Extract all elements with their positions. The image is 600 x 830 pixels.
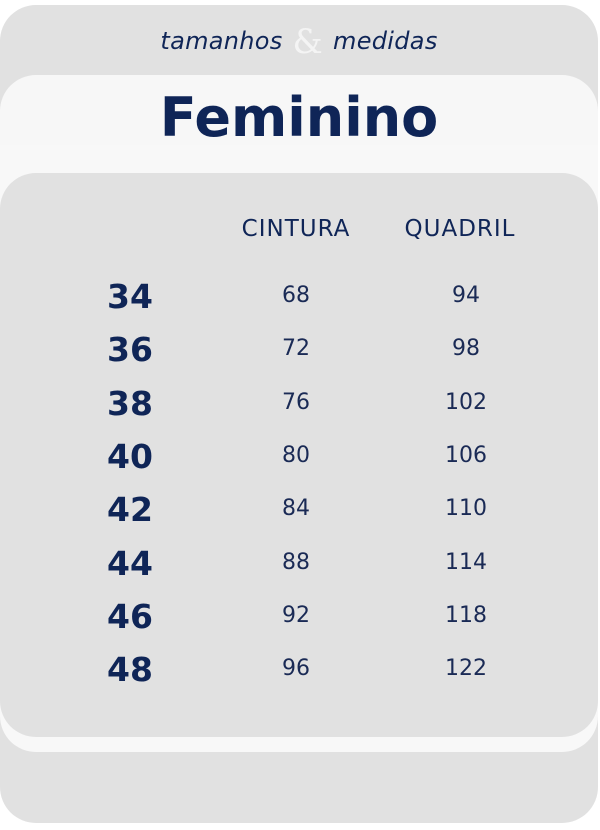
subtitle-right: medidas <box>333 27 438 55</box>
size-cell: 36 <box>107 330 153 370</box>
table-row: 40 80 106 <box>0 437 598 477</box>
quadril-cell: 94 <box>452 283 480 308</box>
cintura-cell: 92 <box>282 602 310 628</box>
subtitle: tamanhos & medidas <box>0 22 598 62</box>
quadril-cell: 122 <box>445 656 487 682</box>
title-band <box>0 75 598 150</box>
quadril-cell: 102 <box>445 389 487 415</box>
size-cell: 42 <box>107 490 153 530</box>
cintura-cell: 72 <box>282 336 310 362</box>
cintura-cell: 96 <box>282 656 310 682</box>
table-row: 42 84 110 <box>0 490 598 530</box>
quadril-cell: 98 <box>452 336 480 362</box>
cintura-cell: 68 <box>282 283 310 308</box>
ampersand-logo: & <box>292 22 324 62</box>
table-row: 46 92 118 <box>0 597 598 637</box>
table-row: 36 72 98 <box>0 330 598 370</box>
cintura-cell: 80 <box>282 442 310 468</box>
column-header-cintura: CINTURA <box>241 216 351 242</box>
subtitle-left: tamanhos <box>160 27 283 55</box>
table-row: 38 76 102 <box>0 384 598 424</box>
size-cell: 44 <box>107 543 153 583</box>
size-cell: 40 <box>107 436 153 476</box>
table-row: 48 96 122 <box>0 650 598 690</box>
column-header-quadril: QUADRIL <box>404 216 516 242</box>
table-row: 44 88 114 <box>0 544 598 584</box>
size-table-panel <box>0 173 598 737</box>
size-cell: 38 <box>107 383 153 423</box>
size-cell: 34 <box>107 277 153 316</box>
size-cell: 48 <box>107 650 153 690</box>
quadril-cell: 114 <box>445 549 487 575</box>
quadril-cell: 106 <box>445 442 487 468</box>
size-cell: 46 <box>107 596 153 636</box>
table-row: 34 68 94 <box>0 277 598 317</box>
cintura-cell: 76 <box>282 389 310 415</box>
cintura-cell: 84 <box>282 496 310 522</box>
cintura-cell: 88 <box>282 549 310 575</box>
quadril-cell: 110 <box>445 496 487 522</box>
page-title: Feminino <box>159 86 439 149</box>
quadril-cell: 118 <box>445 602 487 628</box>
